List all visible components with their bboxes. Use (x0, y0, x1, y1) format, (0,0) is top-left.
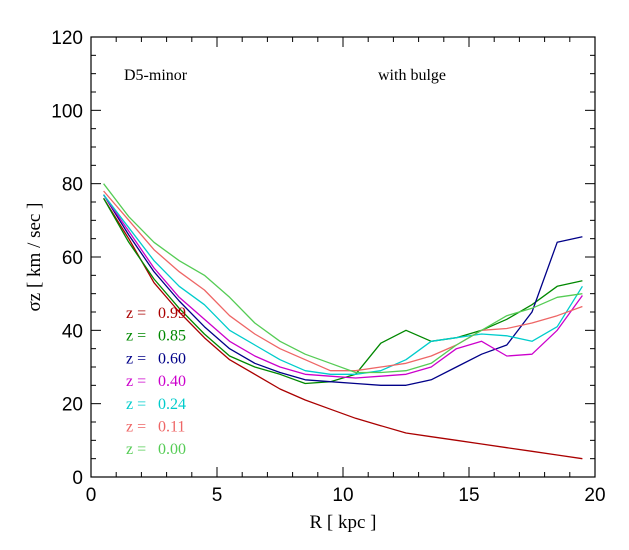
x-tick-label: 0 (86, 485, 97, 506)
legend-label: z = (126, 419, 146, 436)
x-tick-label: 20 (584, 485, 605, 506)
legend-value: 0.24 (158, 396, 186, 413)
y-tick-label: 20 (62, 395, 83, 416)
x-tick-label: 10 (332, 485, 353, 506)
legend-value: 0.99 (158, 305, 186, 322)
x-tick-label: 15 (458, 485, 479, 506)
legend-value: 0.00 (158, 441, 186, 458)
legend-label: z = (126, 396, 146, 413)
y-tick-label: 120 (51, 28, 83, 49)
y-axis-title: σz [ km / sec ] (24, 203, 45, 312)
series-line (103, 194, 583, 379)
series-line (103, 190, 583, 372)
y-tick-label: 60 (62, 248, 83, 269)
legend-value: 0.40 (158, 373, 186, 390)
legend-value: 0.85 (158, 328, 186, 345)
x-tick-label: 5 (212, 485, 223, 506)
x-axis-title: R [ kpc ] (309, 512, 376, 533)
annotation-bulge: with bulge (378, 67, 446, 84)
annotation-model: D5-minor (124, 67, 188, 84)
legend: z = 0.99 z = 0.85 z = 0.60 z = 0.40 z = 0.24 z = 0.… (126, 305, 186, 458)
tick-labels: 0 5 10 15 20 0 20 40 60 80 100 120 (51, 28, 605, 506)
series-lines (103, 183, 583, 460)
legend-label: z = (126, 350, 146, 367)
series-line (103, 197, 583, 460)
y-tick-label: 100 (51, 101, 83, 122)
y-tick-label: 40 (62, 321, 83, 342)
series-line (103, 194, 583, 386)
legend-value: 0.11 (158, 419, 185, 436)
series-line (103, 194, 583, 375)
series-line (103, 183, 583, 374)
legend-label: z = (126, 373, 146, 390)
y-tick-label: 0 (72, 468, 83, 489)
legend-value: 0.60 (158, 350, 186, 367)
legend-label: z = (126, 441, 146, 458)
legend-label: z = (126, 305, 146, 322)
series-line (103, 197, 583, 385)
y-tick-label: 80 (62, 175, 83, 196)
axis-ticks (90, 36, 596, 478)
legend-label: z = (126, 328, 146, 345)
